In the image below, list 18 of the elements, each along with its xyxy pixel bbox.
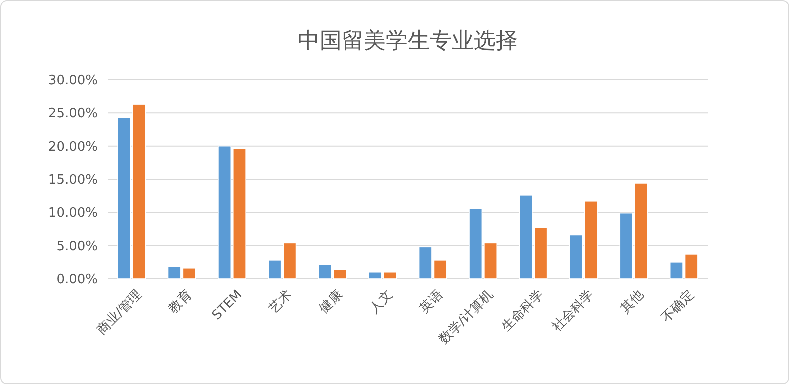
x-tick-label: 健康 bbox=[316, 288, 346, 317]
y-tick-label: 20.00% bbox=[48, 140, 98, 155]
x-tick-label: 艺术 bbox=[266, 288, 296, 317]
x-tick-label: 其他 bbox=[618, 288, 648, 317]
x-tick-label: 人文 bbox=[367, 288, 396, 317]
chart-title: 中国留美学生专业选择 bbox=[298, 29, 518, 54]
x-tick-label: 教育 bbox=[166, 286, 196, 317]
x-tick-label: 商业/管理 bbox=[94, 288, 146, 338]
y-tick-label: 5.00% bbox=[56, 239, 98, 254]
y-tick-label: 25.00% bbox=[48, 106, 98, 122]
y-tick-label: 30.00% bbox=[48, 74, 98, 89]
y-tick-label: 15.00% bbox=[48, 173, 98, 188]
y-tick-label: 10.00% bbox=[48, 206, 98, 222]
x-tick-label: 英语 bbox=[417, 288, 446, 317]
x-tick-label: 生命科学 bbox=[499, 288, 547, 336]
x-tick-label: 社会科学 bbox=[550, 288, 597, 336]
y-tick-label: 0.00% bbox=[56, 272, 98, 288]
x-tick-label: 不确定 bbox=[659, 288, 698, 326]
